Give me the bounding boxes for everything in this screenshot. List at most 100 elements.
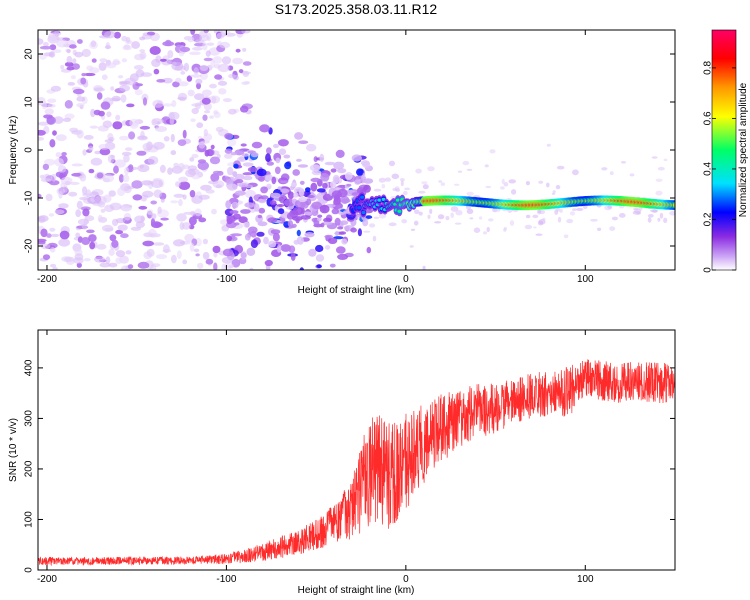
heatmap-cell <box>322 182 328 189</box>
heatmap-cell <box>226 235 233 242</box>
heatmap-cell <box>152 242 165 246</box>
snr-y-label: SNR (10 * v/v) <box>8 418 19 482</box>
heatmap-cell <box>239 273 245 282</box>
heatmap-cell <box>414 209 420 215</box>
heatmap-cell <box>98 62 107 71</box>
heatmap-cell <box>255 275 264 279</box>
heatmap-cell <box>96 243 107 250</box>
heatmap-cell <box>173 239 185 247</box>
heatmap-cell <box>212 56 223 64</box>
heatmap-cell <box>74 51 84 58</box>
heatmap-cell <box>171 62 184 71</box>
heatmap-cell <box>70 75 76 80</box>
snr-y-tick-label: 400 <box>24 359 35 376</box>
heatmap-cell <box>126 103 135 108</box>
heatmap-cell <box>189 157 195 162</box>
heatmap-cell <box>240 209 251 214</box>
heatmap-cell <box>488 218 494 222</box>
heatmap-cell <box>619 213 626 218</box>
heatmap-cell <box>247 166 258 173</box>
heatmap-cell <box>224 133 234 140</box>
heatmap-cell <box>131 180 143 189</box>
heatmap-cell <box>265 153 271 163</box>
heatmap-cell <box>250 230 257 238</box>
heatmap-cell <box>81 73 86 77</box>
heatmap-cell <box>216 32 225 40</box>
heatmap-cell <box>397 209 402 213</box>
heatmap-cell <box>107 154 115 164</box>
heatmap-cell <box>242 162 254 167</box>
heatmap-cell <box>266 147 272 155</box>
heatmap-cell <box>115 218 126 224</box>
heatmap-cell <box>538 219 546 225</box>
heatmap-cell <box>187 89 195 97</box>
heatmap-cell <box>609 171 614 176</box>
heatmap-cell <box>159 164 166 173</box>
heatmap-cell <box>253 203 260 212</box>
heatmap-cell <box>244 233 251 241</box>
heatmap-cell <box>422 184 429 190</box>
heatmap-cell <box>235 179 244 184</box>
heatmap-cell <box>362 219 369 227</box>
heatmap-cell <box>38 216 46 223</box>
heatmap-cell <box>169 111 180 120</box>
heatmap-cell <box>201 89 212 97</box>
heatmap-cell <box>121 35 128 42</box>
heatmap-cell <box>378 213 387 219</box>
heatmap-cell <box>81 48 91 58</box>
chart-title: S173.2025.358.03.11.R12 <box>275 1 438 17</box>
heatmap-cell <box>413 220 419 226</box>
heatmap-cell <box>134 89 143 96</box>
heatmap-cell <box>526 214 531 219</box>
heatmap-cell <box>525 181 530 186</box>
heatmap-cell <box>272 232 280 242</box>
heatmap-cell <box>108 137 115 142</box>
heatmap-cell <box>341 238 348 245</box>
heatmap-cell <box>277 139 289 147</box>
heatmap-cell <box>243 221 250 228</box>
heatmap-cell <box>233 163 239 169</box>
heatmap-cell <box>510 189 517 195</box>
heatmap-cell <box>186 75 193 82</box>
heatmap-cell <box>319 204 330 214</box>
heatmap-cell <box>189 51 201 56</box>
spectrogram-x-label: Height of straight line (km) <box>298 285 415 296</box>
heatmap-cell <box>290 252 296 261</box>
heatmap-cell <box>457 170 463 173</box>
heatmap-cell <box>50 85 62 92</box>
heatmap-cell <box>157 206 162 214</box>
heatmap-cell <box>88 234 97 243</box>
heatmap-cell <box>47 98 57 103</box>
heatmap-cell <box>427 214 431 219</box>
heatmap-cell <box>267 217 278 223</box>
heatmap-cell <box>473 227 481 233</box>
heatmap-cell <box>179 222 185 230</box>
heatmap-cell <box>52 130 57 136</box>
heatmap-cell <box>402 190 408 196</box>
heatmap-cell <box>555 185 561 190</box>
heatmap-cell <box>125 250 132 255</box>
heatmap-cell <box>389 160 395 167</box>
heatmap-cell <box>162 41 175 47</box>
heatmap-cell <box>524 224 533 230</box>
colorbar-gradient <box>711 29 737 271</box>
heatmap-cell <box>299 180 305 185</box>
heatmap-cell <box>335 246 346 254</box>
heatmap-cell <box>230 152 237 156</box>
heatmap-cell <box>400 178 405 182</box>
heatmap-cell <box>242 70 250 77</box>
heatmap-cell <box>329 263 336 268</box>
heatmap-cell <box>315 244 324 253</box>
heatmap-cell <box>241 153 250 157</box>
heatmap-cell <box>337 226 344 230</box>
heatmap-cell <box>391 173 400 180</box>
heatmap-cell <box>64 61 74 67</box>
heatmap-cell <box>139 125 151 130</box>
heatmap-cell <box>292 169 301 176</box>
heatmap-cell <box>240 143 247 147</box>
heatmap-cell <box>185 169 196 178</box>
heatmap-cell <box>198 217 207 223</box>
heatmap-cell <box>57 165 67 173</box>
heatmap-cell <box>96 92 103 100</box>
heatmap-cell <box>66 49 71 54</box>
